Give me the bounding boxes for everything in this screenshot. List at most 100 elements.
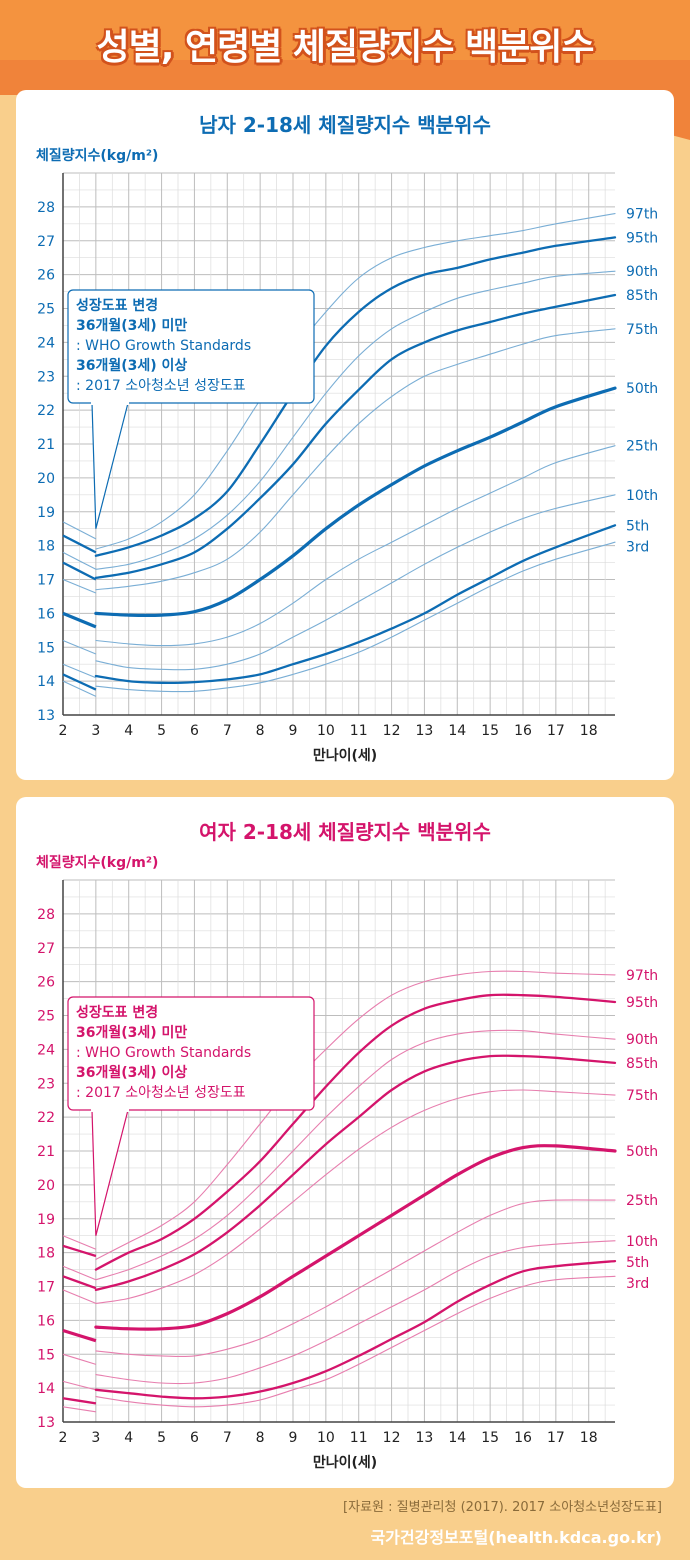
note-line2: : WHO Growth Standards — [76, 1045, 251, 1061]
series-line-under-36m — [62, 1244, 97, 1258]
series-label: 90th — [626, 1032, 658, 1048]
x-tick-label: 10 — [317, 1430, 335, 1446]
x-tick-label: 7 — [223, 1430, 232, 1446]
series-50th — [62, 1144, 617, 1343]
note-title: 성장도표 변경 — [76, 297, 158, 314]
y-tick-label: 17 — [37, 1280, 55, 1296]
y-tick-label: 28 — [37, 200, 55, 216]
series-label: 90th — [626, 264, 658, 280]
x-tick-label: 13 — [416, 1430, 434, 1446]
y-tick-label: 18 — [37, 1246, 55, 1262]
x-tick-label: 9 — [289, 1430, 298, 1446]
series-label: 3rd — [626, 539, 649, 555]
series-5th — [62, 524, 617, 691]
series-line — [95, 213, 616, 550]
y-tick-label: 25 — [37, 302, 55, 318]
portal-link[interactable]: 국가건강정보포털(health.kdca.go.kr) — [370, 1528, 662, 1547]
y-tick-label: 24 — [37, 1042, 55, 1058]
series-label: 10th — [626, 1234, 658, 1250]
series-label: 3rd — [626, 1276, 649, 1292]
y-tick-label: 23 — [37, 1076, 55, 1092]
note-pointer — [91, 1109, 129, 1236]
series-line — [95, 1275, 616, 1408]
y-tick-label: 28 — [37, 907, 55, 923]
series-line — [94, 236, 617, 557]
note-pointer — [91, 402, 129, 529]
note-box — [67, 289, 315, 404]
series-line-under-36m — [62, 1265, 97, 1281]
series-label: 75th — [626, 1088, 658, 1104]
y-tick-label: 22 — [37, 403, 55, 419]
series-line — [94, 386, 617, 617]
series-line-under-36m — [62, 673, 97, 691]
y-tick-label: 21 — [37, 437, 55, 453]
x-tick-label: 3 — [91, 723, 100, 739]
y-axis-label: 체질량지수(kg/m²) — [36, 855, 158, 871]
x-tick-label: 17 — [547, 1430, 565, 1446]
x-tick-label: 3 — [91, 1430, 100, 1446]
series-label: 10th — [626, 488, 658, 504]
series-label: 50th — [626, 1144, 658, 1160]
y-tick-label: 18 — [37, 539, 55, 555]
y-tick-label: 17 — [37, 573, 55, 589]
x-tick-label: 16 — [514, 723, 532, 739]
series-line — [95, 494, 616, 671]
growth-chart-change-note: 성장도표 변경 36개월(3세) 미만: WHO Growth Standards… — [67, 289, 315, 529]
note-line3: 36개월(3세) 이상 — [76, 357, 187, 374]
series-3rd — [62, 541, 616, 697]
x-tick-label: 12 — [383, 723, 401, 739]
series-line-under-36m — [62, 1289, 97, 1304]
series-90th — [62, 1029, 616, 1281]
series-line-under-36m — [62, 663, 97, 679]
y-tick-label: 20 — [37, 1178, 55, 1194]
y-tick-label: 20 — [37, 471, 55, 487]
series-label: 25th — [626, 1193, 658, 1209]
x-tick-label: 8 — [256, 723, 265, 739]
growth-chart-change-note: 성장도표 변경 36개월(3세) 미만: WHO Growth Standards… — [67, 996, 315, 1236]
series-label: 97th — [626, 207, 658, 223]
series-97th — [62, 213, 616, 550]
note-title: 성장도표 변경 — [76, 1004, 158, 1021]
series-line-under-36m — [62, 1328, 97, 1343]
note-line2: : WHO Growth Standards — [76, 338, 251, 354]
x-tick-label: 15 — [481, 723, 499, 739]
x-tick-label: 6 — [190, 1430, 199, 1446]
series-85th — [62, 1054, 617, 1292]
x-tick-label: 11 — [350, 723, 368, 739]
x-axis-label: 만나이(세) — [313, 747, 377, 764]
series-line-under-36m — [62, 521, 97, 540]
series-25th — [62, 445, 616, 655]
series-line-under-36m — [62, 1235, 97, 1250]
series-label: 75th — [626, 322, 658, 338]
series-line-under-36m — [62, 639, 97, 655]
y-tick-label: 26 — [37, 975, 55, 991]
series-line-under-36m — [62, 680, 97, 697]
x-tick-label: 2 — [59, 723, 68, 739]
series-line-under-36m — [62, 561, 97, 581]
x-tick-label: 14 — [448, 723, 466, 739]
y-tick-label: 26 — [37, 268, 55, 284]
series-line — [94, 993, 617, 1271]
series-line-under-36m — [62, 1353, 97, 1365]
x-tick-label: 14 — [448, 1430, 466, 1446]
y-tick-label: 23 — [37, 369, 55, 385]
x-tick-label: 12 — [383, 1430, 401, 1446]
series-85th — [62, 293, 617, 581]
series-label: 95th — [626, 995, 658, 1011]
series-line — [95, 1240, 616, 1385]
series-line — [95, 328, 616, 591]
series-5th — [62, 1259, 617, 1405]
x-tick-label: 9 — [289, 723, 298, 739]
plot-grid — [62, 879, 615, 1423]
y-tick-label: 15 — [37, 1347, 55, 1363]
y-tick-label: 25 — [37, 1009, 55, 1025]
series-90th — [62, 270, 616, 570]
series-95th — [62, 236, 617, 557]
y-tick-label: 13 — [37, 1415, 55, 1431]
y-tick-label: 24 — [37, 335, 55, 351]
y-axis-label: 체질량지수(kg/m²) — [36, 148, 158, 164]
note-box — [67, 996, 315, 1111]
series-line — [94, 293, 617, 579]
